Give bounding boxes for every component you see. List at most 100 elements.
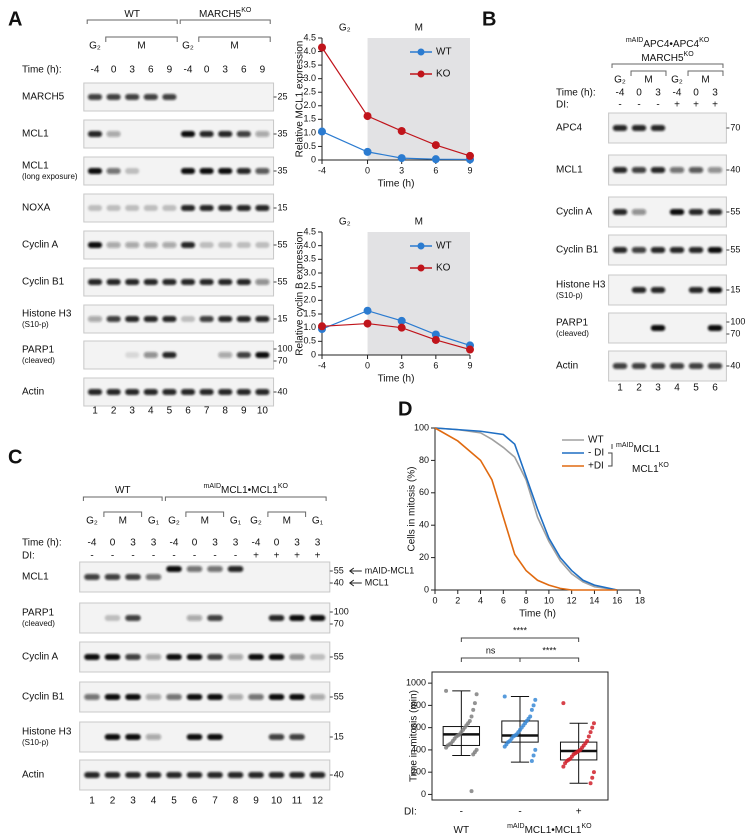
label-part: MCL1 bbox=[634, 444, 661, 455]
band bbox=[125, 205, 140, 211]
band bbox=[631, 209, 647, 215]
point bbox=[318, 322, 326, 331]
band bbox=[162, 279, 177, 285]
band bbox=[612, 209, 628, 215]
superscript: KO bbox=[659, 462, 670, 469]
lane-number: 2 bbox=[111, 406, 117, 417]
point bbox=[474, 692, 479, 697]
point bbox=[529, 759, 534, 764]
size-marker: 15 bbox=[730, 284, 740, 294]
band bbox=[236, 389, 251, 395]
group-bracket bbox=[86, 19, 178, 24]
band bbox=[268, 654, 285, 660]
point bbox=[469, 714, 474, 719]
band bbox=[612, 247, 628, 253]
di-value: - bbox=[90, 551, 93, 562]
time-value: -4 bbox=[170, 538, 179, 549]
point bbox=[502, 744, 507, 749]
panel-label: C bbox=[8, 446, 22, 468]
band bbox=[106, 316, 121, 322]
band bbox=[236, 131, 251, 137]
band bbox=[104, 654, 121, 660]
band bbox=[125, 654, 141, 660]
lane-number: 9 bbox=[241, 406, 247, 417]
phase-shade bbox=[367, 232, 470, 355]
superscript: KO bbox=[278, 483, 289, 490]
band bbox=[227, 654, 244, 660]
point bbox=[533, 747, 538, 752]
di-value: - bbox=[213, 551, 216, 562]
bands bbox=[612, 363, 723, 369]
band bbox=[162, 205, 177, 211]
y-tick-label: 600 bbox=[411, 722, 426, 732]
lane-number: 3 bbox=[655, 383, 661, 394]
row-note: (S10-p) bbox=[22, 320, 49, 329]
band bbox=[650, 325, 666, 331]
band bbox=[688, 247, 704, 253]
superscript: mAID bbox=[204, 483, 222, 490]
point bbox=[363, 112, 372, 121]
di-value: - bbox=[111, 551, 114, 562]
di-value: - bbox=[618, 100, 621, 111]
lane-number: 1 bbox=[617, 383, 623, 394]
blot-strip bbox=[608, 112, 727, 144]
bands bbox=[125, 352, 270, 358]
band bbox=[143, 205, 158, 211]
time-value: 0 bbox=[274, 538, 280, 549]
band bbox=[236, 242, 251, 248]
legend-bracket bbox=[608, 444, 613, 467]
band bbox=[186, 694, 203, 700]
band bbox=[248, 694, 264, 700]
lane-number: 9 bbox=[253, 796, 259, 807]
row-label: Histone H3 bbox=[22, 727, 72, 738]
lane-number: 7 bbox=[204, 406, 210, 417]
point bbox=[363, 147, 372, 156]
point bbox=[431, 155, 440, 164]
y-tick-label: 3.5 bbox=[303, 254, 316, 264]
band bbox=[125, 574, 141, 580]
band bbox=[87, 205, 103, 211]
band bbox=[166, 566, 182, 572]
phase-bracket bbox=[105, 36, 178, 42]
band bbox=[87, 279, 103, 285]
band bbox=[268, 694, 285, 700]
band bbox=[688, 167, 704, 173]
y-tick-label: 400 bbox=[411, 744, 426, 754]
band bbox=[125, 316, 140, 322]
significance-bar bbox=[519, 657, 580, 662]
band bbox=[145, 654, 162, 660]
significance-label: ns bbox=[486, 645, 496, 655]
band bbox=[236, 279, 251, 285]
lane-number: 5 bbox=[167, 406, 173, 417]
bands bbox=[87, 279, 270, 285]
bands bbox=[612, 167, 723, 173]
time-value: -4 bbox=[88, 538, 97, 549]
band bbox=[125, 279, 140, 285]
x-tick-label: 6 bbox=[433, 360, 438, 370]
blot-strip bbox=[79, 561, 331, 593]
point bbox=[397, 154, 406, 163]
band bbox=[218, 242, 233, 248]
x-tick-label: 10 bbox=[544, 595, 554, 605]
band bbox=[612, 167, 628, 173]
size-marker: 70 bbox=[278, 355, 288, 365]
point bbox=[397, 323, 406, 332]
band bbox=[125, 772, 141, 778]
legend-label: +DI bbox=[588, 461, 604, 472]
band bbox=[162, 316, 177, 322]
blot-strip bbox=[79, 759, 331, 791]
blot-strip bbox=[79, 681, 331, 713]
band bbox=[669, 167, 685, 173]
row-label: PARP1 bbox=[22, 345, 54, 356]
y-tick-label: 0 bbox=[311, 349, 316, 359]
legend-label: KO bbox=[436, 263, 451, 274]
point bbox=[318, 43, 326, 52]
band bbox=[186, 772, 203, 778]
group-label: mAIDAPC4•APC4KO bbox=[626, 37, 710, 49]
box bbox=[501, 720, 539, 743]
y-tick-label: 0 bbox=[311, 154, 316, 164]
band bbox=[104, 574, 121, 580]
y-tick-label: 20 bbox=[419, 552, 429, 562]
phase-label: G₂ bbox=[168, 516, 180, 527]
x-tick-label: 16 bbox=[612, 595, 622, 605]
